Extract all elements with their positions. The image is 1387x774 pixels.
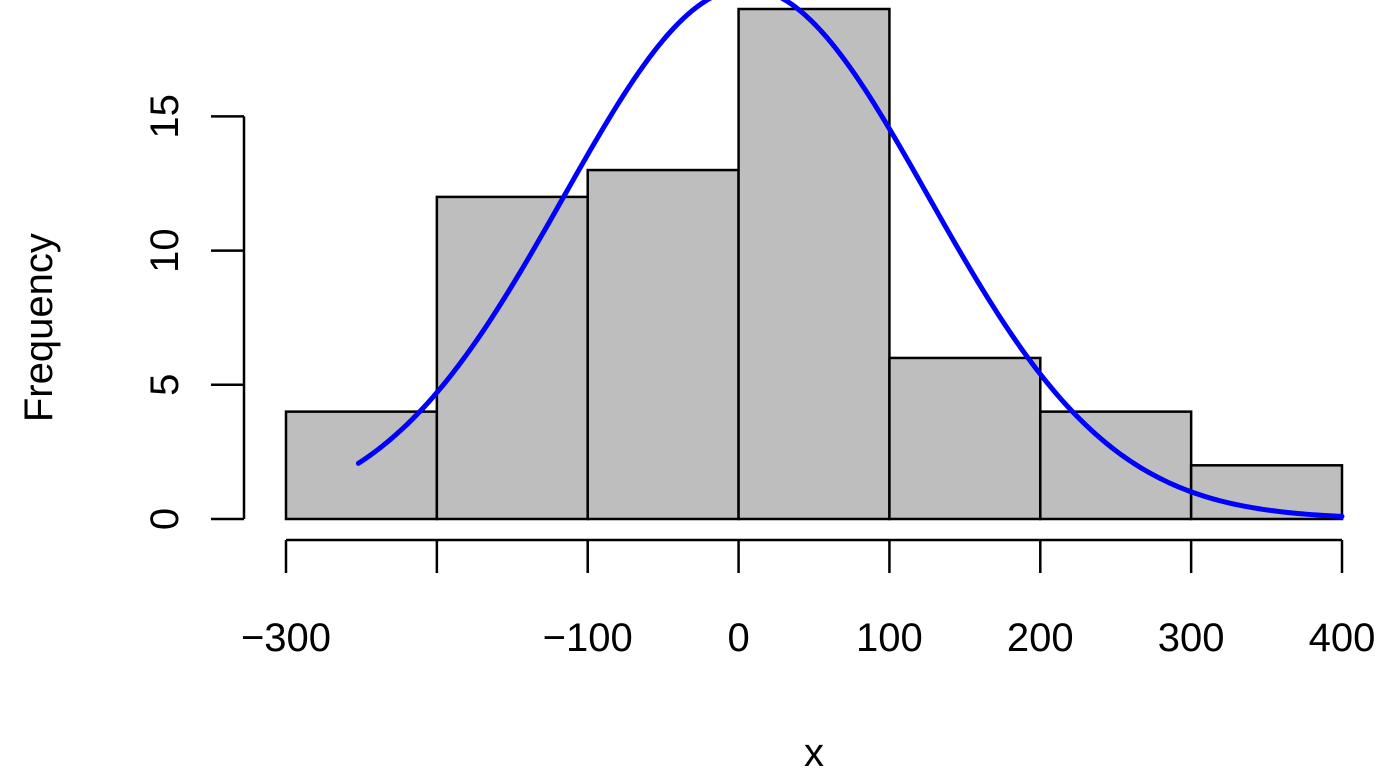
y-tick-label: 10 [143, 228, 187, 273]
normal-density-curve [355, 0, 1345, 519]
histogram-bar [284, 410, 439, 521]
x-tick-label: 300 [1158, 616, 1225, 660]
x-tick-label: 0 [727, 616, 749, 660]
x-tick-label: −300 [241, 616, 331, 660]
x-axis: −300 −100 0 100 200 300 400 [241, 538, 1376, 660]
x-tick-label: −100 [543, 616, 633, 660]
y-tick-label: 5 [143, 374, 187, 396]
y-tick-label: 0 [143, 508, 187, 530]
histogram-bar [435, 195, 589, 521]
histogram-bars [284, 7, 1344, 521]
histogram-bar [586, 168, 740, 521]
histogram-bar [888, 356, 1042, 521]
x-tick-label: 100 [856, 616, 923, 660]
y-tick-label: 15 [143, 94, 187, 139]
x-tick-label: 200 [1007, 616, 1074, 660]
y-axis: 0 5 10 15 [143, 94, 246, 530]
histogram-bar [1039, 410, 1193, 521]
y-axis-title: Frequency [17, 233, 61, 422]
x-tick-label: 400 [1309, 616, 1376, 660]
x-axis-title: x [804, 731, 824, 774]
histogram-bar [737, 7, 891, 521]
